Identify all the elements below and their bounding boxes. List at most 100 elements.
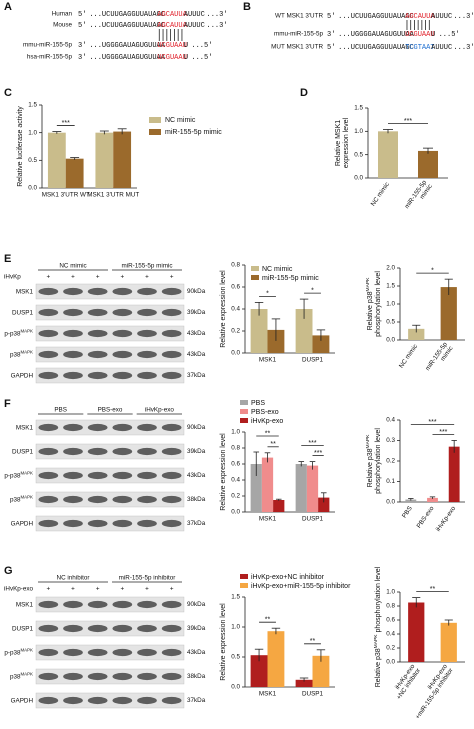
blot-band [87, 471, 108, 480]
blot-background [35, 596, 185, 613]
blot-band [63, 696, 83, 705]
group-label: PBS-exo [98, 407, 123, 414]
blot-band [112, 423, 133, 432]
size-label: 43kDa [187, 330, 206, 337]
superscript: MAPK [365, 277, 371, 292]
blot-band [38, 287, 59, 296]
y-tick-label: 0.1 [386, 478, 395, 485]
x-tick-label: DUSP1 [302, 691, 323, 698]
sequence-label: hsa-miR-155-5p [27, 54, 73, 61]
text-part: p-p38 [4, 649, 21, 656]
significance-label: ** [265, 617, 271, 624]
y-tick-label: 0.8 [231, 262, 240, 269]
sequence-pre: ...UGGGGAUAGUGUUAA [89, 54, 165, 62]
y-tick-label: 1.0 [231, 429, 240, 436]
significance-label: ** [270, 441, 276, 448]
legend-swatch [240, 409, 248, 414]
protein-label: MSK1 [16, 288, 34, 295]
blot-band [38, 329, 59, 338]
superscript: MAPK [21, 671, 34, 676]
protein-label: p38MAPK [10, 349, 33, 358]
sequence-pre: ...UGGGGAUAGUGUUAA [338, 31, 414, 39]
y-axis-label: Relative p38MAPK [365, 434, 374, 488]
bar [267, 329, 285, 353]
bar [250, 655, 268, 687]
blot-band [87, 371, 108, 380]
text-part: GAPDH [11, 520, 34, 527]
group-label: NC inhibitor [57, 575, 90, 582]
legend-swatch [251, 275, 259, 280]
text-part: Relative MSK1 [335, 120, 342, 166]
legend-label: iHvKp-exo [251, 418, 283, 425]
y-axis-label: Relative expression level [220, 270, 227, 348]
blot-band [112, 471, 133, 480]
blot-band [137, 287, 157, 296]
blot-band [63, 447, 83, 456]
size-label: 43kDa [187, 472, 206, 479]
blot-band [63, 624, 83, 633]
bar [250, 464, 262, 512]
group-label: PBS [54, 407, 67, 414]
blot-band [137, 600, 157, 609]
superscript: MAPK [21, 349, 34, 354]
sequence-hit: UCGUAAU [157, 54, 186, 62]
blot-band [137, 447, 157, 456]
blot-band [161, 696, 182, 705]
text-part: MSK1 [16, 288, 34, 295]
protein-label: MSK1 [16, 601, 34, 608]
y-tick-label: 1.5 [231, 594, 240, 601]
sequence-post: AUUUC [184, 11, 205, 19]
text-part: Relative expression level [220, 433, 227, 511]
blot-band [38, 672, 59, 681]
protein-label: GAPDH [11, 520, 34, 527]
blot-band [87, 495, 108, 504]
group-label: NC mimic [59, 263, 86, 270]
blot-band [161, 447, 182, 456]
sequence-start: 3' [78, 42, 86, 50]
blot-band [63, 648, 83, 657]
y-axis-label: Relative luciferase activity [17, 106, 24, 187]
y-tick-label: 0.6 [231, 284, 240, 291]
blot-band [38, 648, 59, 657]
text-part: Relative p38 [375, 648, 382, 687]
size-label: 38kDa [187, 496, 206, 503]
sequence-start: 5' [78, 22, 86, 30]
blot-band [38, 624, 59, 633]
blot-band [38, 471, 59, 480]
text-part: Relative p38 [367, 291, 374, 330]
category-label: NC mimic [370, 181, 391, 207]
size-label: 90kDa [187, 424, 206, 431]
sequence-post: AUUUC [184, 22, 205, 30]
blot-band [63, 350, 83, 359]
blot-band [137, 495, 157, 504]
y-tick-label: 0.0 [386, 499, 395, 506]
significance-label: ** [265, 430, 271, 437]
blot-background [35, 443, 185, 460]
sequence: 5'...UCUUGAGGUUAUAGCAGCAUUAAUUUC...3' [78, 11, 228, 19]
y-tick-label: 1.5 [354, 105, 363, 112]
blot-band [38, 308, 59, 317]
blot-band [87, 648, 108, 657]
bar [113, 131, 132, 188]
blot-band [112, 371, 133, 380]
blot-band [87, 447, 108, 456]
significance-label: ** [310, 638, 316, 645]
blot-band [137, 624, 157, 633]
blot-background [35, 419, 185, 436]
significance-label: * [431, 268, 434, 275]
protein-label: p38MAPK [10, 671, 33, 680]
significance-label: *** [428, 419, 436, 426]
y-tick-label: 0.0 [28, 185, 37, 192]
blot-band [87, 423, 108, 432]
blot-band [161, 371, 182, 380]
superscript: MAPK [373, 634, 379, 649]
sequence: 5' ...UCUUGAGGUUAUAGCTCGTAATAUUUC...3' [327, 44, 474, 52]
panel-letter: A [4, 1, 12, 13]
sequence-start: 5' [327, 44, 335, 52]
blot-band [38, 600, 59, 609]
bar [267, 631, 285, 687]
protein-label: p38MAPK [10, 494, 33, 503]
y-tick-label: 0.6 [231, 461, 240, 468]
y-tick-label: 0.4 [386, 417, 395, 424]
